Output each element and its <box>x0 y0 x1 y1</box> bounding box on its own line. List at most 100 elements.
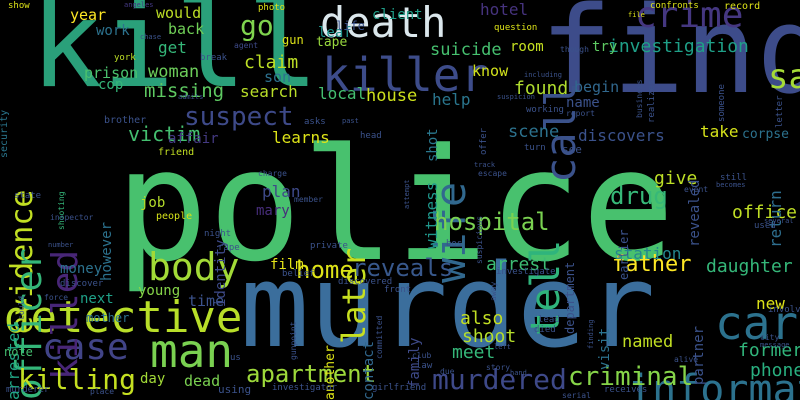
word-file: file <box>628 11 645 19</box>
word-working: working <box>526 105 564 115</box>
word-suspicion: suspicion <box>497 93 535 101</box>
word-detective: detective <box>4 292 243 343</box>
word-involved: involved <box>768 305 800 315</box>
word-angeles: angeles <box>124 1 154 9</box>
word-message: message <box>760 341 790 349</box>
word-station: station <box>614 244 682 263</box>
word-investigation: investigation <box>608 36 749 57</box>
word-member: member <box>294 195 323 204</box>
word-body: body <box>148 245 240 289</box>
word-meet: meet <box>452 342 496 363</box>
word-state: state <box>14 191 42 201</box>
word-murder: murder <box>240 240 656 374</box>
word-killer: killer <box>322 48 489 102</box>
word-try: try <box>592 39 618 55</box>
word-hospital: hospital <box>434 208 550 236</box>
word-letter: letter <box>775 95 785 129</box>
word-record: record <box>724 1 761 12</box>
word-show: show <box>8 1 30 11</box>
word-plan: plan <box>262 182 301 201</box>
word-case: case <box>42 327 129 368</box>
word-hotel: hotel <box>480 0 529 19</box>
word-take: take <box>700 122 739 141</box>
word-missing: missing <box>144 80 225 102</box>
word-year: year <box>70 6 107 24</box>
word-attempt: attempt <box>403 179 411 210</box>
word-finding: finding <box>587 319 595 350</box>
word-name: name <box>566 95 600 111</box>
word-us: us <box>230 353 241 363</box>
word-gunpoint: gunpoint <box>289 321 298 361</box>
word-investigator: investigator <box>272 383 338 393</box>
word-head: head <box>360 131 382 141</box>
word-job: job <box>140 195 166 211</box>
word-say: say <box>768 57 800 97</box>
word-realizes: realizes <box>647 79 657 124</box>
word-used: used <box>754 221 776 231</box>
word-lead: lead <box>538 315 560 325</box>
word-story: story <box>486 363 511 372</box>
word-investigate: investigate <box>496 267 556 277</box>
word-gun: gun <box>282 33 304 47</box>
word-could: could <box>17 295 26 320</box>
word-security: security <box>0 109 10 158</box>
word-police: police <box>115 115 675 296</box>
word-away: away <box>489 281 498 302</box>
word-committed: committed <box>375 315 384 360</box>
word-home: home <box>296 256 354 284</box>
word-asks: asks <box>304 117 326 127</box>
word-law: law <box>416 361 433 371</box>
word-mary: mary <box>256 203 290 219</box>
word-alive: alive <box>674 355 699 364</box>
word-arrest: arrest <box>486 254 552 275</box>
word-track: track <box>474 161 496 169</box>
word-agent: agent <box>234 41 259 50</box>
word-york: york <box>114 53 136 63</box>
word-bos: bos <box>446 239 463 249</box>
word-new: new <box>756 294 785 313</box>
word-woman: woman <box>148 62 200 82</box>
word-daughter: daughter <box>706 256 793 277</box>
word-admits: admits <box>178 93 204 101</box>
word-receives: receives <box>604 385 648 395</box>
word-time: time <box>188 292 225 310</box>
word-using: using <box>218 383 252 396</box>
word-chase: chase <box>140 33 162 41</box>
word-shot: shot <box>425 127 441 162</box>
word-see: see <box>562 143 582 156</box>
word-note: note <box>4 345 33 359</box>
word-brother: brother <box>104 115 147 126</box>
word-witness: witness <box>422 181 441 250</box>
word-past: past <box>342 117 359 125</box>
word-photo: photo <box>258 3 286 13</box>
word-claim: claim <box>244 52 299 73</box>
word-life: life <box>336 19 365 33</box>
word-begin: begin <box>574 78 620 96</box>
word-died: died <box>534 325 556 335</box>
word-people: people <box>156 211 193 222</box>
word-find: find <box>540 0 800 121</box>
word-former: former <box>738 340 800 361</box>
word-also: also <box>460 308 504 329</box>
word-department: department <box>563 261 577 334</box>
word-suspect: suspect <box>184 102 294 132</box>
word-force: force <box>44 293 69 302</box>
word-next: next <box>80 291 114 307</box>
word-private: private <box>310 241 348 251</box>
word-house: house <box>366 86 418 106</box>
word-suicide: suicide <box>430 40 502 60</box>
word-night: night <box>204 229 232 239</box>
word-found: found <box>514 78 569 99</box>
word-shooting: shooting <box>57 191 66 231</box>
word-turn: turn <box>524 143 546 153</box>
word-affair: affair <box>168 131 219 147</box>
word-discovered: discovered <box>338 277 393 287</box>
word-victim: victim <box>128 122 201 146</box>
word-place: place <box>90 387 115 396</box>
word-get: get <box>158 38 187 57</box>
word-office: office <box>732 202 798 223</box>
word-escape: escape <box>478 169 507 178</box>
word-inspector: inspector <box>50 213 94 222</box>
word-left: left <box>494 343 511 351</box>
word-information: information <box>628 367 800 400</box>
